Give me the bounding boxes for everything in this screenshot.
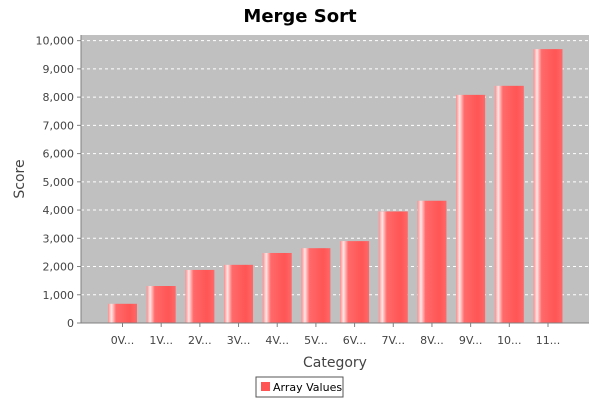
bar	[378, 211, 408, 323]
legend-swatch	[261, 382, 270, 391]
bar	[494, 85, 524, 323]
x-tick-label: 7V...	[381, 334, 405, 347]
bar	[456, 94, 486, 323]
x-tick-label: 10...	[497, 334, 522, 347]
bar	[340, 241, 370, 323]
y-tick-label: 7,000	[43, 119, 75, 132]
y-tick-label: 5,000	[43, 176, 75, 189]
bar	[301, 248, 331, 323]
y-tick-label: 1,000	[43, 289, 75, 302]
y-tick-label: 2,000	[43, 261, 75, 274]
y-tick-label: 4,000	[43, 204, 75, 217]
bar	[108, 303, 137, 323]
bars	[108, 49, 563, 323]
y-tick-label: 8,000	[43, 91, 75, 104]
y-axis-ticks: 0 1,000 2,000 3,000 4,000 5,000 6,000 7,000 8,00…	[36, 35, 81, 330]
y-tick-label: 0	[67, 317, 74, 330]
x-tick-label: 5V...	[304, 334, 328, 347]
bar	[146, 286, 176, 323]
legend: Array Values	[255, 376, 344, 398]
bar	[533, 49, 563, 323]
legend-label: Array Values	[273, 381, 342, 394]
bar	[262, 252, 292, 323]
bar	[224, 264, 254, 323]
x-tick-label: 4V...	[265, 334, 289, 347]
chart-title: Merge Sort	[243, 6, 357, 27]
x-tick-label: 6V...	[343, 334, 367, 347]
x-tick-label: 0V...	[111, 334, 135, 347]
bar	[417, 200, 447, 323]
y-tick-label: 6,000	[43, 148, 75, 161]
x-tick-label: 2V...	[188, 334, 212, 347]
legend-box	[255, 376, 344, 398]
x-axis-label: Category	[303, 355, 367, 371]
x-tick-label: 3V...	[227, 334, 251, 347]
y-tick-label: 9,000	[43, 63, 75, 76]
y-axis-label: Score	[12, 159, 28, 198]
x-tick-label: 8V...	[420, 334, 444, 347]
y-tick-label: 10,000	[36, 35, 75, 48]
x-tick-label: 11...	[536, 334, 561, 347]
x-axis-ticks: 0V... 1V... 2V... 3V... 4V... 5V... 6V... 7V...…	[111, 323, 561, 347]
x-tick-label: 1V...	[149, 334, 173, 347]
x-tick-label: 9V...	[459, 334, 483, 347]
y-tick-label: 3,000	[43, 232, 75, 245]
bar	[185, 269, 215, 323]
